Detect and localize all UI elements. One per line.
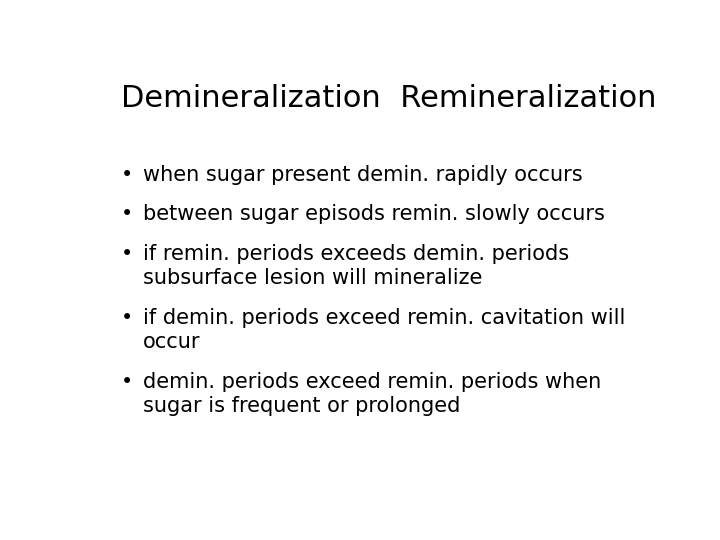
Text: •: • <box>121 308 133 328</box>
Text: •: • <box>121 373 133 393</box>
Text: demin. periods exceed remin. periods when
sugar is frequent or prolonged: demin. periods exceed remin. periods whe… <box>143 373 601 416</box>
Text: between sugar episods remin. slowly occurs: between sugar episods remin. slowly occu… <box>143 204 605 224</box>
Text: •: • <box>121 204 133 224</box>
Text: if demin. periods exceed remin. cavitation will
occur: if demin. periods exceed remin. cavitati… <box>143 308 626 352</box>
Text: •: • <box>121 165 133 185</box>
Text: if remin. periods exceeds demin. periods
subsurface lesion will mineralize: if remin. periods exceeds demin. periods… <box>143 244 569 288</box>
Text: when sugar present demin. rapidly occurs: when sugar present demin. rapidly occurs <box>143 165 582 185</box>
Text: •: • <box>121 244 133 264</box>
Text: Demineralization  Remineralization: Demineralization Remineralization <box>121 84 656 112</box>
